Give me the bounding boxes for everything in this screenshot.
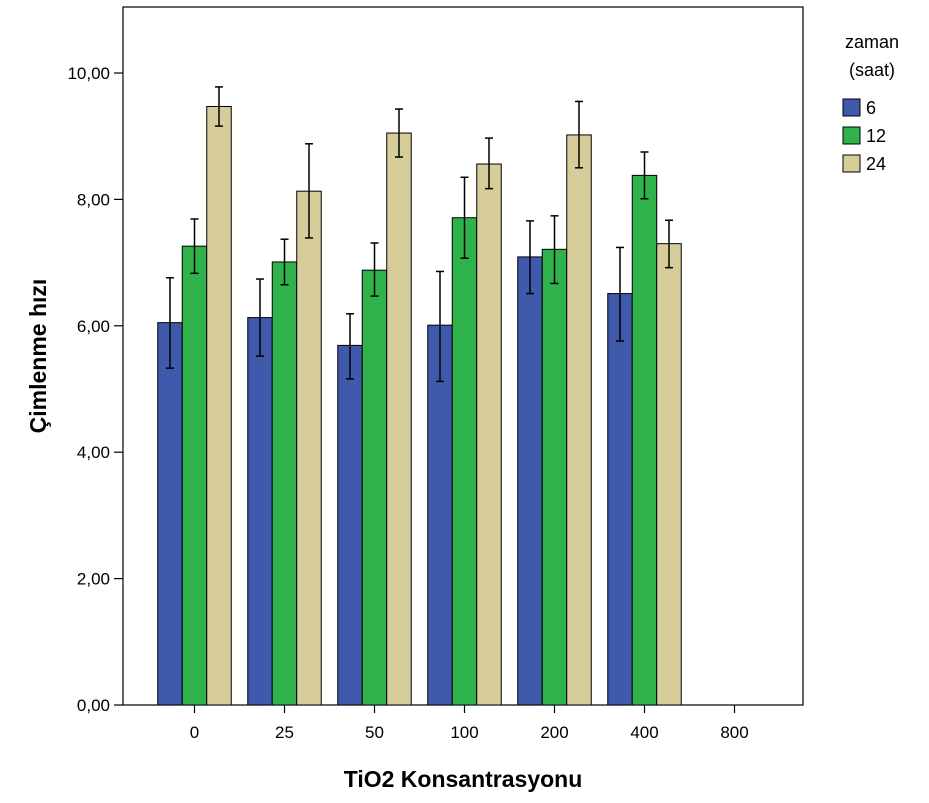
y-tick-label-2: 4,00 [77,443,110,462]
legend-label-12: 12 [866,126,886,146]
y-tick-label-3: 6,00 [77,317,110,336]
x-tick-label-200: 200 [540,723,568,742]
y-tick-label-4: 8,00 [77,190,110,209]
legend-swatch-12 [842,126,861,145]
bar-24-200 [566,134,592,706]
x-tick-label-800: 800 [720,723,748,742]
legend-label-24: 24 [866,154,886,174]
legend-items: 6 12 24 [842,98,886,174]
x-axis-title: TiO2 Konsantrasyonu [344,766,583,792]
bar-24-0 [206,105,232,706]
x-tick-label-400: 400 [630,723,658,742]
y-tick-label-0: 0,00 [77,696,110,715]
bar-24-25 [296,190,322,706]
y-tick-label-5: 10,00 [67,64,110,83]
legend-label-6: 6 [866,98,876,118]
error-bars-group [166,86,673,383]
y-axis-title: Çimlenme hızı [25,279,51,434]
y-tick-label-1: 2,00 [77,570,110,589]
bar-6-400 [607,293,633,706]
x-axis: 0 25 50 100 200 400 800 [190,705,749,742]
y-axis: 0,00 2,00 4,00 6,00 8,00 10,00 [67,64,123,715]
legend: zaman (saat) 6 12 24 [842,32,899,174]
bar-12-200 [541,248,568,706]
x-tick-label-50: 50 [365,723,384,742]
bar-12-50 [361,269,388,706]
bar-6-0 [157,322,183,706]
bar-24-100 [476,163,502,706]
legend-title-line-1: zaman [845,32,899,52]
x-tick-label-100: 100 [450,723,478,742]
bar-6-100 [427,324,453,706]
bar-6-50 [337,344,363,706]
bar-12-400 [631,174,658,706]
bar-6-200 [517,256,543,706]
bar-12-25 [271,261,298,706]
x-tick-label-0: 0 [190,723,199,742]
legend-swatch-6 [842,98,861,117]
x-tick-label-25: 25 [275,723,294,742]
bar-12-0 [181,245,208,706]
bar-6-25 [247,317,273,706]
bar-24-50 [386,132,412,706]
legend-title-line-2: (saat) [849,60,895,80]
bars-group [157,105,682,706]
bar-12-100 [451,217,478,706]
legend-swatch-24 [842,154,861,173]
bar-24-400 [656,243,682,706]
